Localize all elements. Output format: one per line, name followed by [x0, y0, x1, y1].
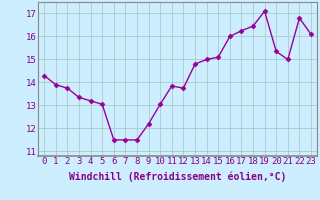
X-axis label: Windchill (Refroidissement éolien,°C): Windchill (Refroidissement éolien,°C)	[69, 172, 286, 182]
